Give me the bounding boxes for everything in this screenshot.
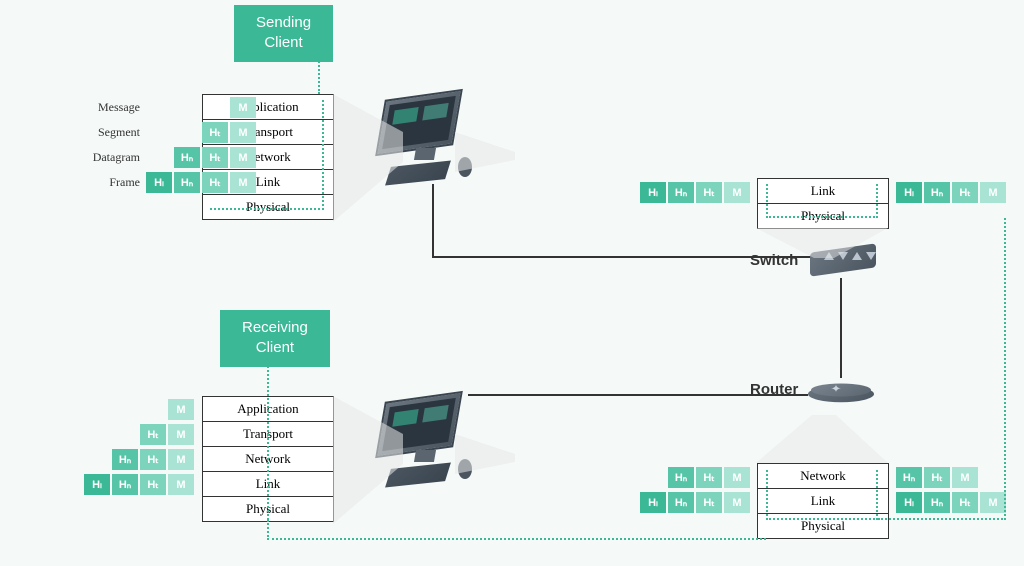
switch-icon (810, 248, 880, 288)
arrow-recv (262, 358, 272, 366)
hdr-m: M (230, 147, 256, 168)
pdu-segment-row: Segment Hₜ M (80, 122, 256, 143)
receiving-computer-icon (370, 397, 480, 487)
hdr-m: M (980, 182, 1006, 203)
pdu-datagram-row: Datagram Hₙ Hₜ M (80, 147, 256, 168)
hdr-ht: Hₜ (952, 492, 978, 513)
hdr-ht: Hₜ (202, 172, 228, 193)
hdr-m: M (724, 492, 750, 513)
hdr-hn: Hₙ (668, 492, 694, 513)
hdr-hn: Hₙ (112, 474, 138, 495)
hdr-m: M (168, 449, 194, 470)
layer-physical: Physical (758, 204, 888, 228)
pdu-frame-label: Frame (80, 175, 140, 190)
hdr-hn: Hₙ (668, 182, 694, 203)
hdr-m: M (230, 122, 256, 143)
sending-title: Sending Client (234, 5, 333, 62)
layer-physical: Physical (758, 514, 888, 538)
hdr-hl: Hₗ (896, 182, 922, 203)
layer-network: Network (203, 447, 333, 472)
hdr-m: M (230, 172, 256, 193)
router-label: Router (750, 381, 798, 398)
hdr-m: M (230, 97, 256, 118)
switch-left-hdr: Hₗ Hₙ Hₜ M (640, 182, 750, 203)
hdr-ht: Hₜ (952, 182, 978, 203)
dotted-to-recv (267, 520, 766, 540)
hdr-m: M (724, 467, 750, 488)
pdu-message-label: Message (80, 100, 140, 115)
hdr-m: M (952, 467, 978, 488)
router-right-hdr-1: Hₙ Hₜ M (896, 467, 978, 488)
hdr-ht: Hₜ (140, 424, 166, 445)
hdr-ht: Hₜ (140, 474, 166, 495)
hdr-m: M (980, 492, 1006, 513)
switch-layer-stack: Link Physical (757, 178, 889, 229)
router-left-hdr-1: Hₙ Hₜ M (668, 467, 750, 488)
hdr-m: M (168, 399, 194, 420)
receiving-layer-stack: Application Transport Network Link Physi… (202, 396, 334, 522)
hdr-hn: Hₙ (924, 492, 950, 513)
hdr-hl: Hₗ (146, 172, 172, 193)
hdr-ht: Hₜ (924, 467, 950, 488)
recv-hdr-3: Hₙ Hₜ M (112, 449, 194, 470)
router-right-hdr-2: Hₗ Hₙ Hₜ M (896, 492, 1006, 513)
hdr-hl: Hₗ (896, 492, 922, 513)
hdr-ht: Hₜ (140, 449, 166, 470)
router-icon: ✦ (808, 379, 880, 423)
layer-physical: Physical (203, 195, 333, 219)
hdr-hl: Hₗ (640, 492, 666, 513)
hdr-m: M (724, 182, 750, 203)
layer-physical: Physical (203, 497, 333, 521)
hdr-m: M (168, 424, 194, 445)
hdr-ht: Hₜ (202, 122, 228, 143)
switch-label: Switch (750, 252, 798, 269)
pdu-datagram-label: Datagram (80, 150, 140, 165)
recv-hdr-2: Hₜ M (140, 424, 194, 445)
line-pc1-mid (432, 184, 434, 258)
hdr-ht: Hₜ (696, 492, 722, 513)
recv-hdr-1: M (168, 399, 194, 420)
layer-link: Link (758, 489, 888, 514)
hdr-hn: Hₙ (112, 449, 138, 470)
hdr-hl: Hₗ (640, 182, 666, 203)
hdr-hn: Hₙ (174, 147, 200, 168)
hdr-ht: Hₜ (696, 182, 722, 203)
hdr-hn: Hₙ (174, 172, 200, 193)
hdr-ht: Hₜ (202, 147, 228, 168)
hdr-ht: Hₜ (696, 467, 722, 488)
router-layer-stack: Network Link Physical (757, 463, 889, 539)
layer-network: Network (758, 464, 888, 489)
hdr-hn: Hₙ (924, 182, 950, 203)
pdu-message-row: Message M (80, 97, 256, 118)
layer-link: Link (203, 472, 333, 497)
layer-application: Application (203, 397, 333, 422)
sending-computer-icon (370, 95, 480, 185)
layer-transport: Transport (203, 422, 333, 447)
recv-hdr-4: Hₗ Hₙ Hₜ M (84, 474, 194, 495)
switch-right-hdr: Hₗ Hₙ Hₜ M (896, 182, 1006, 203)
hdr-m: M (168, 474, 194, 495)
hdr-hn: Hₙ (896, 467, 922, 488)
receiving-title: Receiving Client (220, 310, 330, 367)
router-left-hdr-2: Hₗ Hₙ Hₜ M (640, 492, 750, 513)
pdu-segment-label: Segment (80, 125, 140, 140)
line-switch-router (840, 278, 842, 378)
pdu-frame-row: Frame Hₗ Hₙ Hₜ M (80, 172, 256, 193)
layer-link: Link (758, 179, 888, 204)
hdr-hl: Hₗ (84, 474, 110, 495)
hdr-hn: Hₙ (668, 467, 694, 488)
